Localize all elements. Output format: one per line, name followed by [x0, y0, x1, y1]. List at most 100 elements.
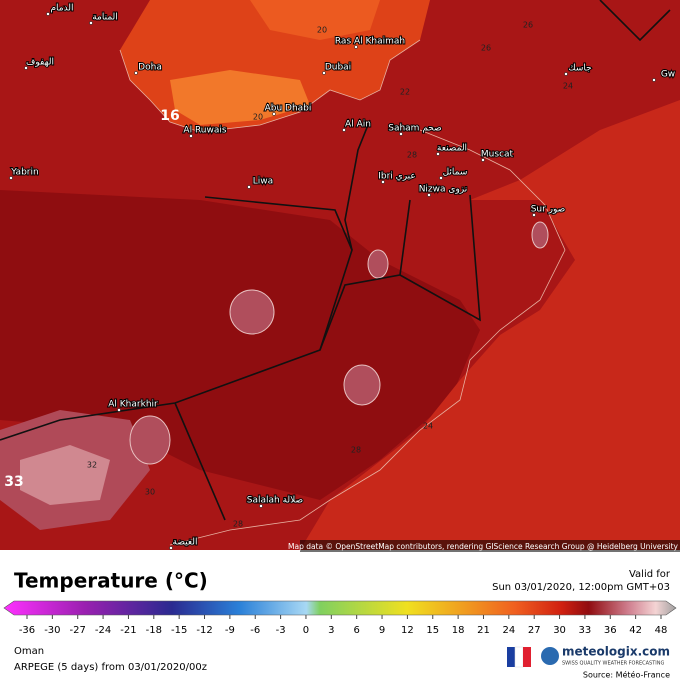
- place-label: المنامة: [92, 13, 118, 23]
- contour-label: 20: [253, 113, 263, 122]
- place-dot: [436, 152, 440, 156]
- place-dot: [427, 193, 431, 197]
- colorbar-tick-label: -24: [95, 625, 111, 636]
- attribution-bg: [300, 540, 680, 552]
- place-label: Sur صور: [531, 205, 566, 215]
- colorbar-tick-label: 21: [477, 625, 490, 636]
- legend: Temperature (°C) Valid for Sun 03/01/202…: [3, 569, 677, 636]
- place-dot: [9, 176, 13, 180]
- map: Map data © OpenStreetMap contributors, r…: [0, 0, 680, 552]
- place-dot: [322, 71, 326, 75]
- colorbar-tick-label: 12: [401, 625, 414, 636]
- colorbar: [3, 600, 677, 616]
- place-label: Ibri عبري: [378, 172, 416, 182]
- contour-label: 30: [145, 488, 155, 497]
- contour-label: 16: [160, 108, 179, 124]
- colorbar-tick-label: -30: [44, 625, 60, 636]
- colorbar-tick-label: 36: [604, 625, 617, 636]
- contour-label: 28: [351, 446, 361, 455]
- contour-label: 28: [407, 151, 417, 160]
- flag: [507, 647, 515, 667]
- contour-label: 26: [523, 21, 533, 30]
- contour-label: 24: [563, 82, 573, 91]
- place-dot: [381, 180, 385, 184]
- colorbar-tick-label: 0: [303, 625, 309, 636]
- tagline: SWISS QUALITY WEATHER FORECASTING: [562, 661, 664, 667]
- footer: Oman ARPEGE (5 days) from 03/01/2020/00z…: [14, 645, 670, 680]
- place-label: سمائل: [443, 168, 468, 178]
- colorbar-tick-label: -12: [196, 625, 212, 636]
- place-dot: [189, 134, 193, 138]
- colorbar-tick-label: 27: [528, 625, 541, 636]
- logo-icon: [541, 647, 559, 665]
- colorbar-tick-label: -3: [276, 625, 286, 636]
- place-label: Dubai: [325, 63, 351, 73]
- colorbar-tick-label: 24: [502, 625, 515, 636]
- colorbar-tick-label: 33: [579, 625, 592, 636]
- contour-label: 26: [481, 44, 491, 53]
- model-run: ARPEGE (5 days) from 03/01/2020/00z: [14, 662, 207, 673]
- place-dot: [169, 546, 173, 550]
- place-dot: [272, 112, 276, 116]
- place-dot: [117, 408, 121, 412]
- sea: [300, 100, 680, 550]
- place-label: Abu Dhabi: [265, 104, 312, 114]
- valid-time: Sun 03/01/2020, 12:00pm GMT+03: [492, 582, 670, 593]
- contour-label: 33: [4, 474, 23, 490]
- place-label: Gw: [661, 70, 675, 80]
- borders: [0, 0, 671, 521]
- place-label: Ras Al Khaimah: [335, 37, 405, 47]
- colorbar-tick-label: -27: [70, 625, 86, 636]
- place-dot: [652, 78, 656, 82]
- coastline: [119, 39, 566, 546]
- gulf-warm: [170, 70, 310, 125]
- colorbar-tick-label: 48: [655, 625, 668, 636]
- colorbar-tick-label: 9: [379, 625, 385, 636]
- place-dot: [564, 72, 568, 76]
- colorbar-tick-label: 6: [353, 625, 359, 636]
- valid-label: Valid for: [629, 569, 671, 580]
- place-label: Saham صحم: [388, 124, 442, 134]
- colorbar-tick-label: -18: [146, 625, 162, 636]
- warm-zone: [20, 445, 110, 505]
- place-dot: [399, 132, 403, 136]
- colorbar-tick-label: -15: [171, 625, 187, 636]
- colorbar-tick-label: -6: [250, 625, 260, 636]
- region: Oman: [14, 646, 44, 657]
- place-label: Al Kharkhir: [108, 400, 158, 410]
- flag: [514, 646, 524, 668]
- place-label: الغيضة: [173, 538, 198, 548]
- place-dot: [532, 213, 536, 217]
- place-dot: [342, 128, 346, 132]
- place-dot: [134, 71, 138, 75]
- colorbar-ticks: -36 -30 -27 -24 -21 -18 -15 -12 -9 -6 -3 0 3 6 9 12 15 18…: [19, 615, 668, 636]
- place-dot: [46, 12, 50, 16]
- colorbar-tick-label: 42: [629, 625, 642, 636]
- place-label: الهفوف: [26, 58, 54, 68]
- attribution: Map data © OpenStreetMap contributors, r…: [288, 542, 679, 551]
- flag: [523, 647, 531, 667]
- legend-title: Temperature (°C): [14, 569, 208, 593]
- place-dot: [247, 185, 251, 189]
- place-dot: [259, 504, 263, 508]
- colorbar-tick-label: 30: [553, 625, 566, 636]
- place-dot: [481, 158, 485, 162]
- place-label: المصنعة: [437, 144, 467, 154]
- contour-label: 22: [400, 88, 410, 97]
- place-dot: [439, 176, 443, 180]
- brand: meteologix.com: [562, 645, 670, 659]
- place-label: الدمام: [50, 4, 73, 14]
- contour-label: 24: [423, 422, 433, 431]
- place-label: Al Ruwais: [183, 126, 226, 136]
- colorbar-tick-label: -21: [120, 625, 136, 636]
- colorbar-tick-label: 3: [328, 625, 334, 636]
- gulf-warm: [250, 0, 380, 40]
- contour-label: 20: [317, 26, 327, 35]
- source: Source: Météo-France: [583, 670, 670, 680]
- place-label: Nizwa نزوى: [419, 185, 468, 195]
- place-dot: [89, 21, 93, 25]
- place-label: Salalah صلالة: [247, 496, 303, 506]
- colorbar-tick-label: 15: [426, 625, 439, 636]
